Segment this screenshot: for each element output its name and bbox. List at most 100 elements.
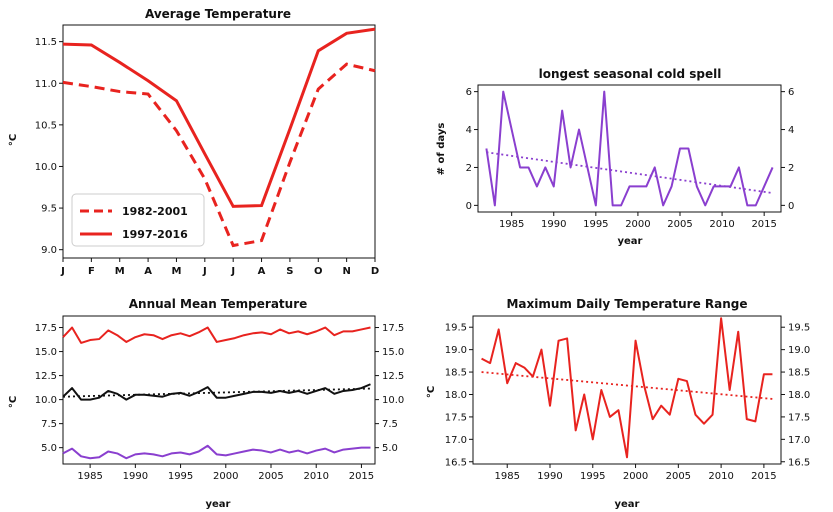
x-tick-label: 1995 (580, 471, 605, 482)
panel-title: Maximum Daily Temperature Range (506, 297, 747, 311)
cold-spell-panel: longest seasonal cold spell year # of da… (436, 67, 794, 247)
x-tick-label: N (342, 266, 350, 277)
y-tick-label: 11.5 (35, 37, 57, 48)
x-axis-label: year (206, 499, 231, 510)
y-tick-label: 19.5 (445, 323, 467, 334)
plot-frame (472, 315, 782, 465)
y-tick-label: 6 (466, 87, 472, 98)
series-line (62, 326, 371, 344)
x-tick-label: J (60, 266, 65, 277)
plot-frame (62, 315, 376, 465)
average-temperature-panel: Average Temperature °C 9.0 9.5 10.0 10.5 11.… (8, 7, 379, 277)
x-tick-label: J (202, 266, 207, 277)
x-tick-label: 2000 (625, 219, 650, 230)
series-line (481, 317, 773, 459)
panel-title: longest seasonal cold spell (539, 67, 722, 81)
y2-tick-label: 6 (788, 87, 794, 98)
legend-label: 1997-2016 (122, 228, 188, 241)
y2-tick-label: 18.5 (788, 368, 810, 379)
legend: 1982-2001 1997-2016 (71, 193, 205, 247)
x-tick-label: 1985 (494, 471, 519, 482)
panel-title: Average Temperature (145, 7, 291, 21)
x-tick-label: 2010 (708, 471, 733, 482)
y-tick-label: 5.0 (41, 443, 57, 454)
series-line (62, 27, 376, 208)
y-tick-label: 9.5 (41, 204, 57, 215)
y2-tick-label: 19.5 (788, 323, 810, 334)
plot-frame (62, 24, 376, 259)
y2-tick-label: 16.5 (788, 457, 810, 468)
x-tick-label: 2015 (751, 471, 776, 482)
x-tick-label: 1995 (168, 471, 193, 482)
x-tick-label: M (171, 266, 181, 277)
x-tick-label: 1990 (123, 471, 148, 482)
y2-tick-label: 17.5 (788, 412, 810, 423)
x-tick-label: J (230, 266, 235, 277)
series-line (62, 62, 376, 248)
plot-frame (477, 84, 782, 213)
y-tick-label: 12.5 (35, 371, 57, 382)
y-tick-label: 19.0 (445, 345, 467, 356)
x-tick-label: 2005 (667, 219, 692, 230)
x-tick-label: 2000 (213, 471, 238, 482)
x-axis-label: year (618, 236, 643, 247)
x-tick-label: O (314, 266, 323, 277)
series-line (62, 383, 371, 401)
y-tick-label: 10.0 (35, 162, 57, 173)
y-tick-label: 4 (466, 125, 472, 136)
y-axis-label: °C (8, 134, 19, 146)
y2-tick-label: 18.0 (788, 390, 810, 401)
y2-tick-label: 19.0 (788, 345, 810, 356)
series-line (62, 444, 371, 460)
y-tick-label: 9.0 (41, 245, 57, 256)
y-tick-label: 10.5 (35, 120, 57, 131)
y-tick-label: 17.5 (445, 412, 467, 423)
y2-tick-label: 12.5 (382, 371, 404, 382)
y-tick-label: 17.0 (445, 435, 467, 446)
trend-line (62, 387, 371, 398)
y-tick-label: 2 (466, 163, 472, 174)
trend-line (481, 371, 773, 400)
y2-tick-label: 5.0 (382, 443, 398, 454)
x-tick-label: 1990 (541, 219, 566, 230)
x-tick-label: D (371, 266, 379, 277)
y-tick-label: 18.0 (445, 390, 467, 401)
x-tick-label: 1990 (537, 471, 562, 482)
y2-tick-label: 7.5 (382, 419, 398, 430)
y2-tick-label: 10.0 (382, 395, 404, 406)
x-tick-label: 2005 (258, 471, 283, 482)
y2-tick-label: 17.5 (382, 323, 404, 334)
y-tick-label: 0 (466, 201, 472, 212)
annual-mean-temperature-panel: Annual Mean Temperature year °C 5.0 7.5 10… (8, 297, 404, 510)
y2-tick-label: 0 (788, 201, 794, 212)
x-tick-label: 2015 (751, 219, 776, 230)
series-line (485, 90, 774, 207)
y-axis-label: # of days (436, 123, 447, 176)
y-tick-label: 10.0 (35, 395, 57, 406)
x-tick-label: A (258, 266, 266, 277)
x-axis-label: year (615, 499, 640, 510)
x-tick-label: 2010 (709, 219, 734, 230)
x-tick-label: A (144, 266, 152, 277)
y-axis-label: °C (426, 386, 437, 398)
x-tick-label: 2005 (666, 471, 691, 482)
y2-tick-label: 4 (788, 125, 794, 136)
y-tick-label: 16.5 (445, 457, 467, 468)
x-tick-label: 2015 (349, 471, 374, 482)
x-tick-label: F (88, 266, 95, 277)
y-tick-label: 15.0 (35, 347, 57, 358)
x-tick-label: 1985 (499, 219, 524, 230)
legend-label: 1982-2001 (122, 205, 188, 218)
x-tick-label: 2010 (303, 471, 328, 482)
y-tick-label: 7.5 (41, 419, 57, 430)
y-tick-label: 17.5 (35, 323, 57, 334)
y-axis-label: °C (8, 396, 19, 408)
y2-tick-label: 17.0 (788, 435, 810, 446)
trend-line (486, 151, 773, 194)
x-tick-label: S (286, 266, 293, 277)
x-tick-label: 2000 (623, 471, 648, 482)
y-tick-label: 11.0 (35, 79, 57, 90)
y2-tick-label: 2 (788, 163, 794, 174)
y2-tick-label: 15.0 (382, 347, 404, 358)
